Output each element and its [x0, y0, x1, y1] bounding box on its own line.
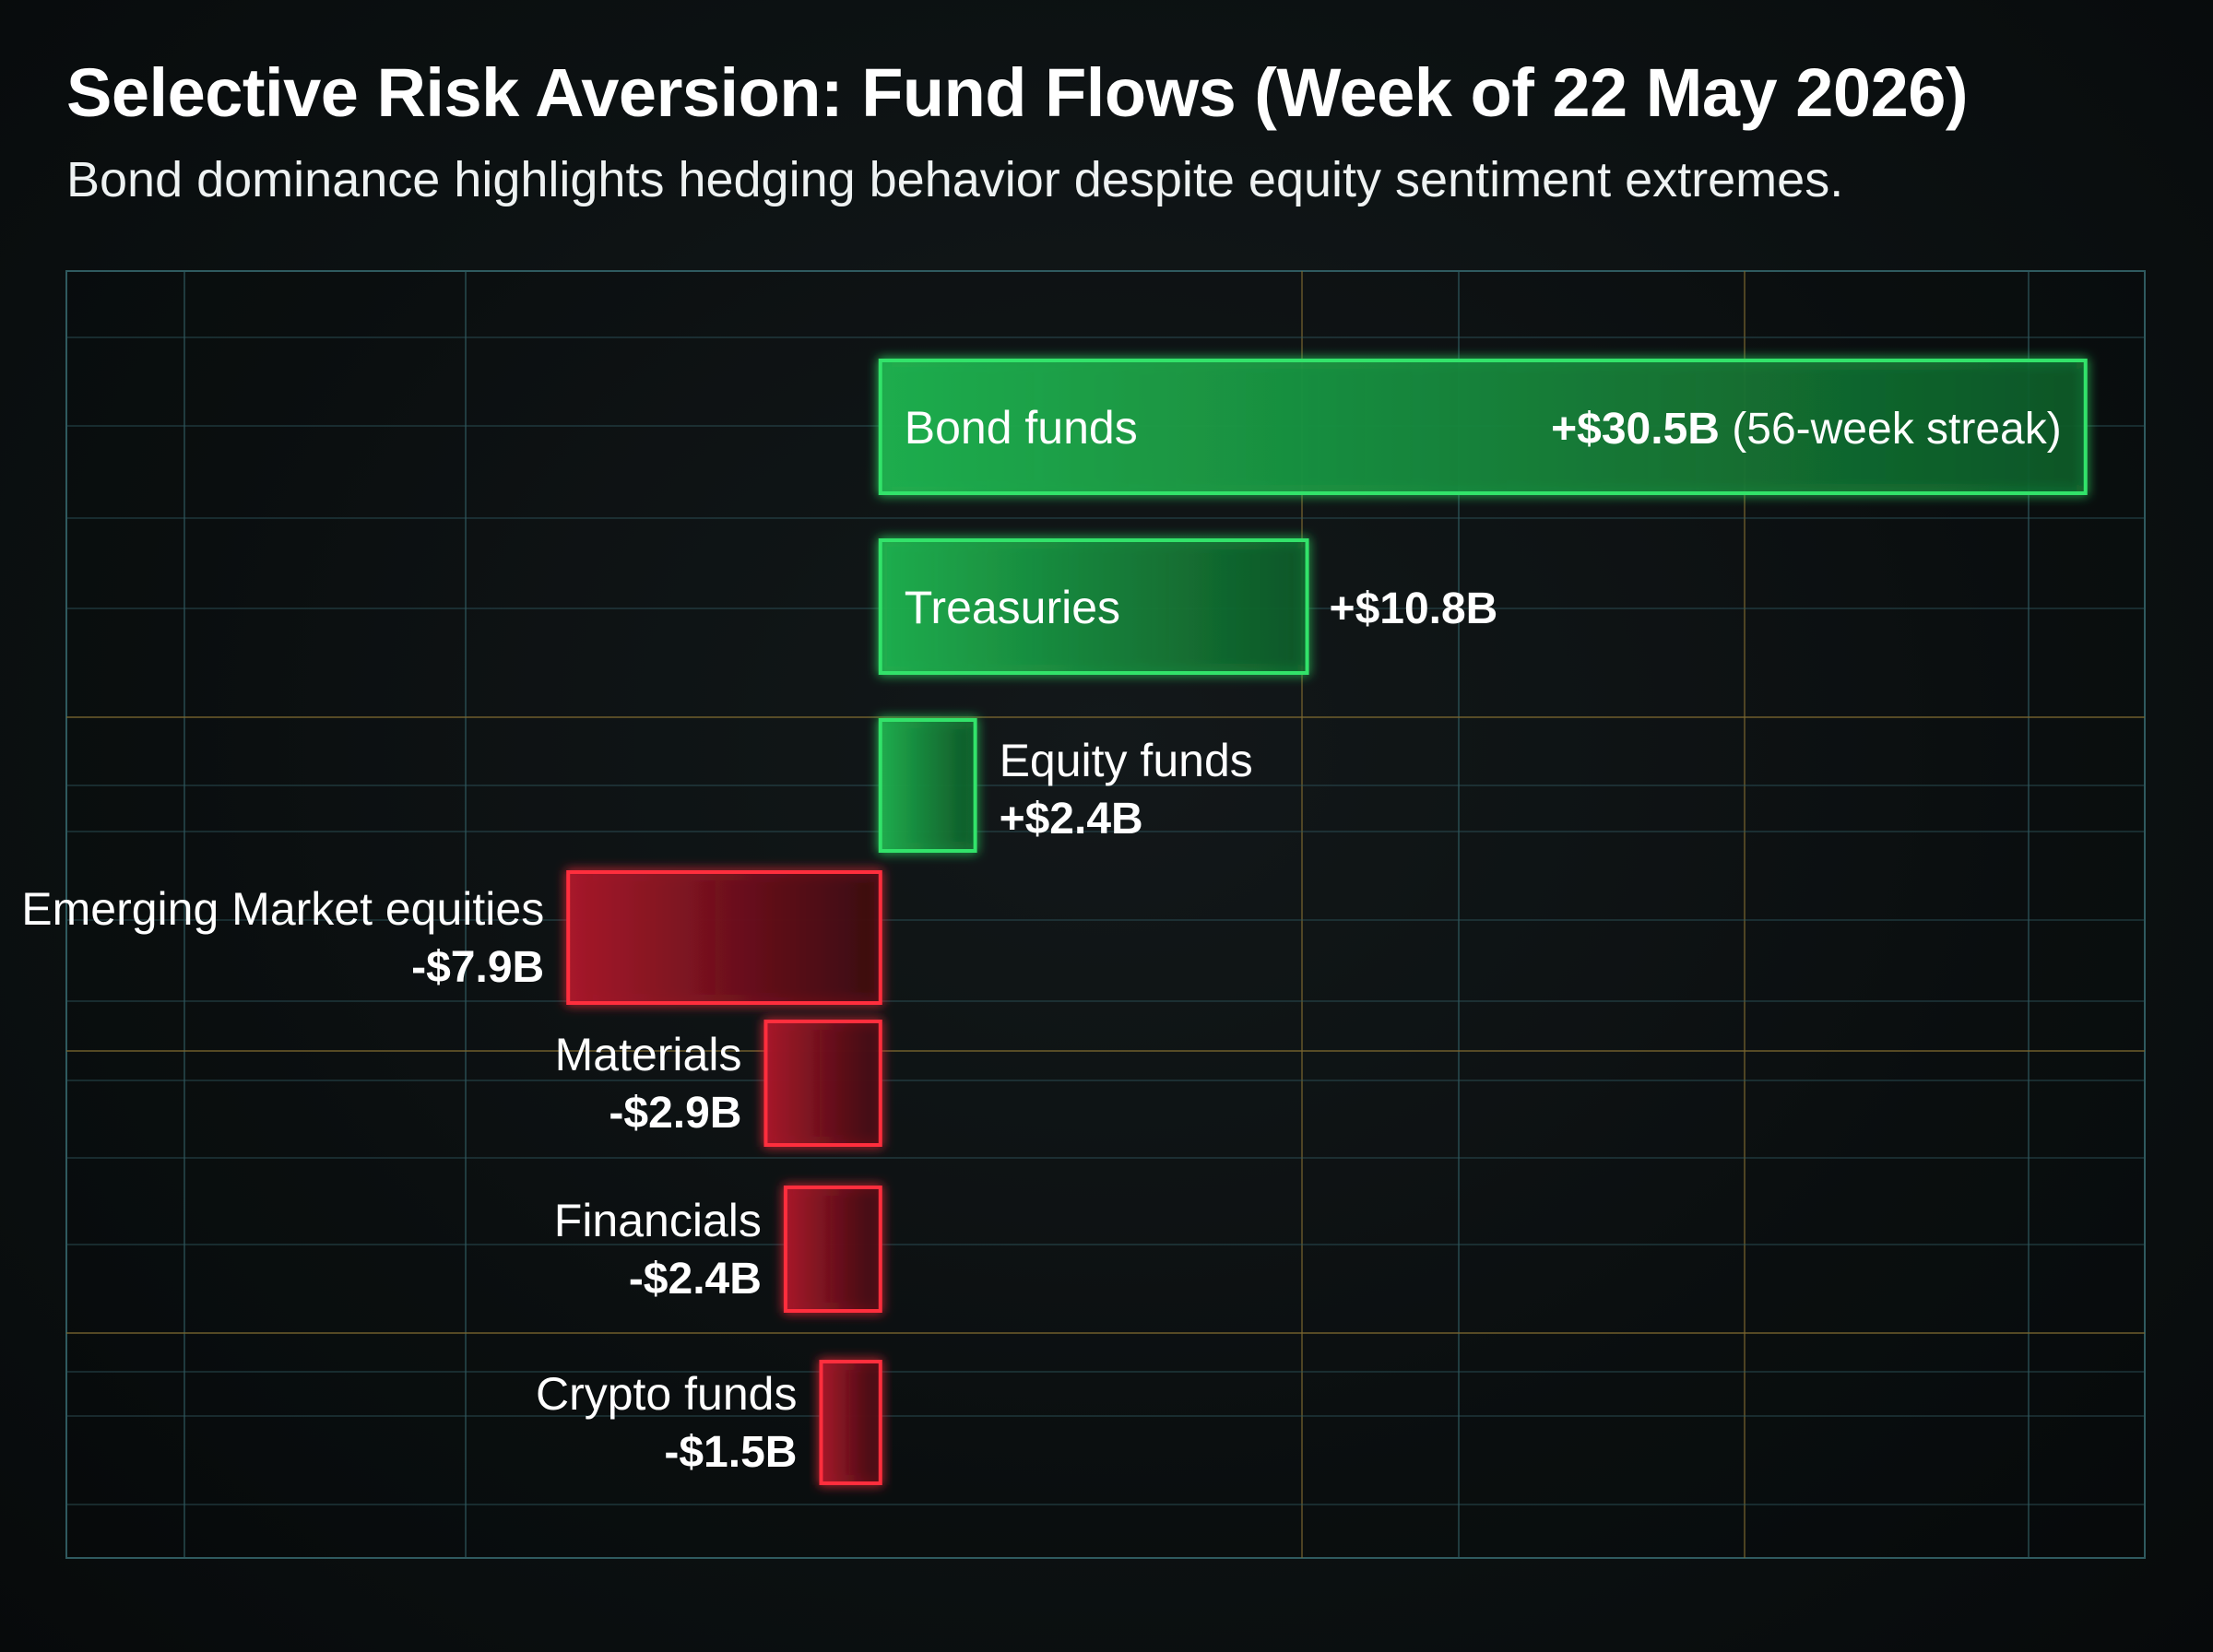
value-label: -$2.9B — [609, 1089, 741, 1138]
value-amount: +$30.5B — [1551, 405, 1720, 454]
bar-emerging-market-equities — [566, 870, 882, 1005]
value-annotation: (56-week streak) — [1720, 405, 2062, 454]
chart-title: Selective Risk Aversion: Fund Flows (Wee… — [66, 54, 1969, 131]
value-label: +$10.8B — [1330, 584, 1498, 633]
value-label: +$2.4B — [1000, 795, 1143, 844]
category-label: Materials — [555, 1029, 742, 1080]
bar-equity-funds — [878, 718, 977, 853]
category-label: Treasuries — [905, 582, 1120, 633]
bar-crypto-funds — [819, 1360, 882, 1485]
value-label: +$30.5B (56-week streak) — [1551, 405, 2062, 454]
value-label: -$7.9B — [411, 943, 544, 992]
bar-financials — [783, 1186, 882, 1313]
category-label: Equity funds — [1000, 735, 1253, 786]
category-label: Emerging Market equities — [21, 883, 544, 935]
labels: Bond funds +$30.5B (56-week streak) Treasu… — [21, 402, 2061, 1477]
value-label: -$2.4B — [629, 1255, 762, 1304]
bar-materials — [763, 1020, 882, 1147]
value-label: -$1.5B — [664, 1428, 797, 1477]
category-label: Bond funds — [905, 402, 1138, 454]
category-label: Crypto funds — [536, 1368, 797, 1420]
bars — [566, 359, 2088, 1485]
chart-subtitle: Bond dominance highlights hedging behavi… — [66, 152, 1844, 207]
category-label: Financials — [554, 1195, 762, 1246]
